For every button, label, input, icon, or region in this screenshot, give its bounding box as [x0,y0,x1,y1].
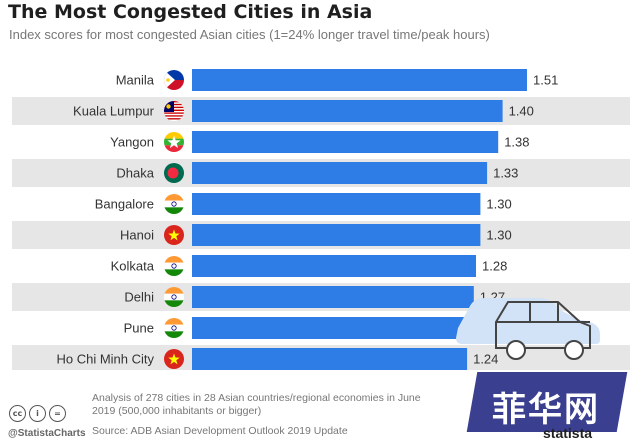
car-icon [456,298,600,360]
bar [192,348,468,370]
bar [192,286,474,308]
bar [192,193,481,215]
value-label: 1.40 [509,104,534,119]
value-label: 1.28 [482,259,507,274]
bar [192,100,503,122]
bar [192,224,481,246]
category-label: Kolkata [111,259,155,274]
footer-source: Source: ADB Asian Development Outlook 20… [92,425,348,437]
category-label: Pune [124,321,154,336]
brand-logo: statista [543,425,593,441]
chart-subtitle: Index scores for most congested Asian ci… [9,27,490,42]
footer-note: Analysis of 278 cities in 28 Asian count… [92,392,421,417]
value-label: 1.51 [533,73,558,88]
category-label: Delhi [124,290,154,305]
philippines-flag [164,70,184,90]
chart-title: The Most Congested Cities in Asia [8,1,373,23]
india-flag [164,318,184,338]
bar [192,162,488,184]
bar [192,131,499,153]
license-icons: cc i = [9,405,66,422]
india-flag [164,287,184,307]
value-label: 1.24 [473,352,498,367]
category-label: Hanoi [120,228,154,243]
value-label: 1.33 [493,166,518,181]
category-label: Dhaka [116,166,154,181]
category-label: Bangalore [95,197,154,212]
category-label: Yangon [110,135,154,150]
malaysia-flag [164,101,184,121]
bar [192,69,527,91]
value-label: 1.38 [504,135,529,150]
category-label: Ho Chi Minh City [56,352,154,367]
watermark-text: 菲华网 [492,390,600,430]
creative-commons-icon: cc [9,405,26,422]
no-derivatives-icon: = [49,405,66,422]
value-label: 1.30 [486,197,511,212]
bar [192,255,476,277]
myanmar-flag [164,132,184,152]
category-label: Manila [116,73,155,88]
vietnam-flag [164,349,184,369]
india-flag [164,194,184,214]
category-label: Kuala Lumpur [73,104,155,119]
india-flag [164,256,184,276]
attribution-icon: i [29,405,46,422]
social-handle: @StatistaCharts [8,428,86,439]
bangladesh-flag [164,163,184,183]
bar-chart: Manila 1.51 Kuala Lumpur 1.40 Yangon 1.38 Dhak… [12,69,630,370]
bar [192,317,472,339]
vietnam-flag [164,225,184,245]
value-label: 1.30 [486,228,511,243]
